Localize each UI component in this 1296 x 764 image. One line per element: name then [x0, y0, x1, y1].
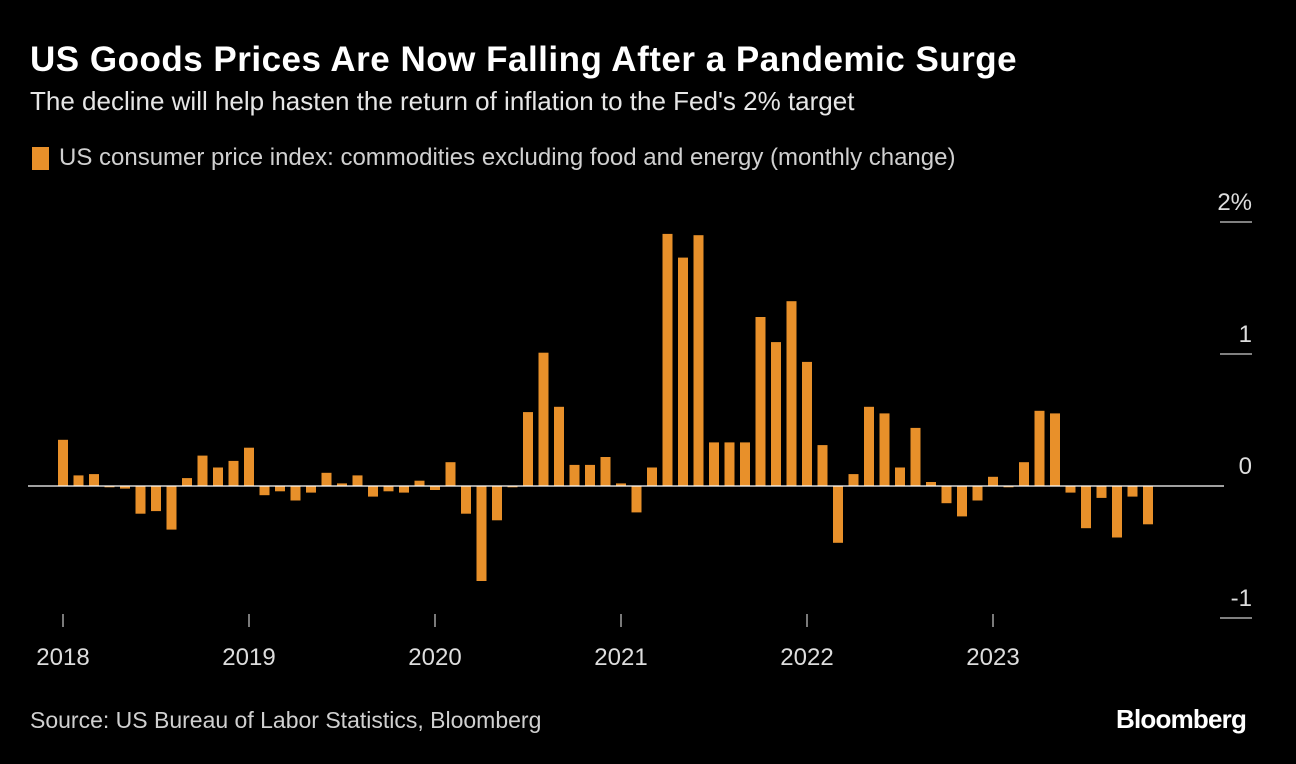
bar [461, 486, 471, 514]
bar [523, 412, 533, 486]
bar [244, 447, 254, 486]
bar [1081, 486, 1091, 529]
legend-swatch [32, 146, 49, 170]
bar [957, 486, 967, 517]
bar [802, 361, 812, 486]
bar [616, 483, 626, 486]
bar [631, 486, 642, 513]
x-tick-label: 2019 [222, 644, 275, 671]
bar [197, 455, 208, 486]
bar [368, 486, 378, 497]
bar [1112, 486, 1122, 538]
bar [1096, 486, 1107, 498]
bar [833, 486, 843, 543]
bar [895, 467, 905, 486]
bar [864, 406, 874, 486]
y-tick-label: -1 [1231, 585, 1252, 612]
chart-subtitle: The decline will help hasten the return … [30, 86, 855, 116]
bar [926, 482, 936, 486]
bar [1019, 462, 1029, 486]
bar [554, 406, 564, 486]
bar [709, 442, 719, 486]
bar [445, 462, 456, 486]
bar [724, 442, 735, 486]
bar [662, 233, 673, 486]
bar [182, 478, 192, 486]
bar [910, 427, 921, 486]
bar [430, 486, 440, 490]
bar [771, 342, 781, 486]
bar [383, 486, 394, 492]
bar [817, 445, 828, 486]
bar [786, 301, 797, 486]
bloomberg-logo: Bloomberg [1116, 704, 1247, 734]
y-tick-label: 0 [1239, 453, 1252, 480]
bar [988, 476, 998, 486]
bar [151, 486, 161, 512]
bar [1065, 486, 1076, 493]
bar [678, 257, 688, 486]
bar [476, 486, 487, 581]
bar [492, 486, 502, 521]
bar [259, 486, 270, 496]
x-tick-label: 2020 [408, 644, 461, 671]
bar [569, 464, 580, 486]
bar [352, 475, 363, 486]
bar [1143, 486, 1153, 525]
bar [647, 467, 657, 486]
bar [228, 460, 239, 486]
bar [213, 467, 223, 486]
bar [941, 486, 952, 504]
bar [120, 486, 130, 489]
bar [306, 486, 316, 493]
bar [275, 486, 285, 492]
bar [538, 352, 549, 486]
x-tick-label: 2021 [594, 644, 647, 671]
legend-label: US consumer price index: commodities exc… [59, 144, 956, 171]
bar [166, 486, 177, 530]
bar [399, 486, 409, 493]
bar [1034, 410, 1045, 486]
bar [290, 486, 301, 501]
bar [585, 464, 595, 486]
bar [73, 475, 84, 486]
bar [1127, 486, 1138, 497]
bar [972, 486, 983, 501]
x-tick-label: 2023 [966, 644, 1019, 671]
x-tick-label: 2022 [780, 644, 833, 671]
bar [135, 486, 146, 514]
legend: US consumer price index: commodities exc… [32, 144, 955, 172]
bar [693, 235, 704, 486]
bar [755, 317, 766, 486]
bar [600, 457, 611, 486]
bar [58, 439, 68, 486]
bar [1050, 413, 1060, 486]
y-tick-label: 2% [1217, 189, 1252, 216]
bar [879, 413, 890, 486]
bar [321, 472, 332, 486]
y-tick-label: 1 [1239, 321, 1252, 348]
source-note: Source: US Bureau of Labor Statistics, B… [30, 707, 542, 733]
bar [848, 474, 859, 486]
bar [414, 480, 425, 486]
chart-title: US Goods Prices Are Now Falling After a … [30, 40, 1018, 79]
bar [740, 442, 750, 486]
x-tick-label: 2018 [36, 644, 89, 671]
bar [337, 483, 347, 486]
bar [89, 474, 99, 486]
